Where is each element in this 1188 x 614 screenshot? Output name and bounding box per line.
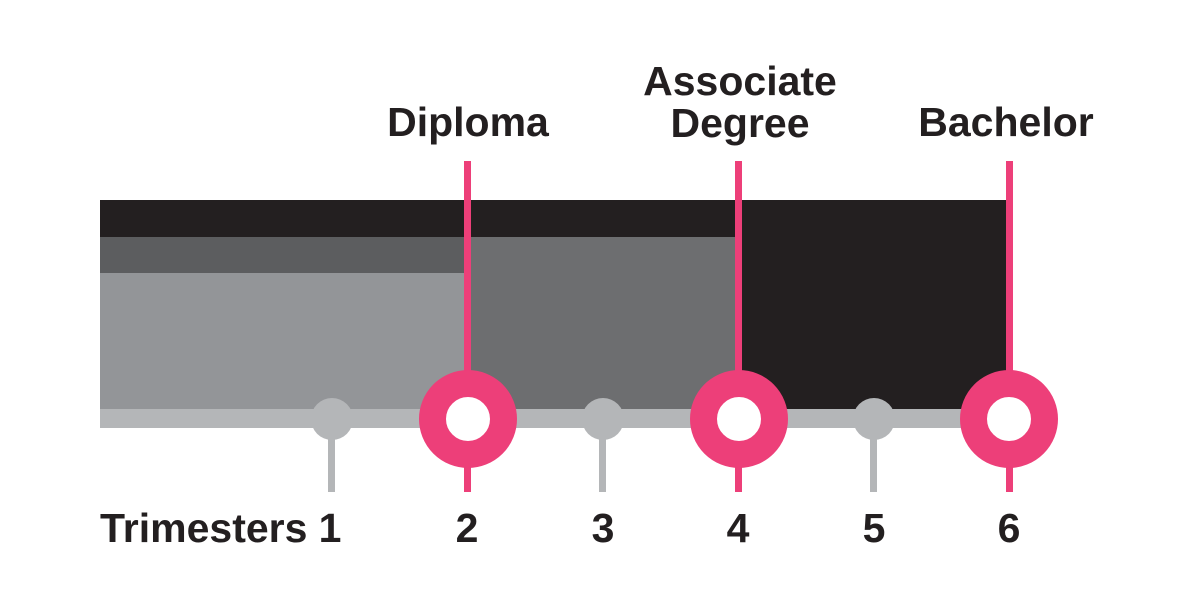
milestone-label-associate-line2: Degree (670, 100, 810, 146)
milestone-line-bachelor (1006, 161, 1013, 492)
marker-stem-trimester-5 (870, 419, 877, 492)
tick-label-5: 5 (862, 505, 886, 551)
minor-marker-trimester-5 (853, 398, 895, 440)
marker-stem-trimester-1 (328, 419, 335, 492)
duration-bar-dark-strip (100, 237, 468, 273)
milestone-line-associate (735, 161, 742, 492)
marker-stem-trimester-3 (599, 419, 606, 492)
milestone-marker-bachelor-icon (960, 370, 1058, 468)
milestone-label-bachelor: Bachelor (918, 99, 1094, 145)
minor-marker-trimester-3 (582, 398, 624, 440)
milestone-marker-associate-icon (690, 370, 788, 468)
milestone-line-diploma (464, 161, 471, 492)
duration-bar-diploma (100, 273, 468, 409)
tick-label-3: 3 (591, 505, 615, 551)
minor-marker-trimester-1 (311, 398, 353, 440)
tick-label-2: 2 (455, 505, 479, 551)
tick-label-6: 6 (997, 505, 1021, 551)
milestone-label-associate-line1: Associate (643, 58, 837, 104)
milestone-label-diploma: Diploma (387, 99, 549, 145)
milestone-marker-diploma-icon (419, 370, 517, 468)
milestone-label-associate-degree: Associate Degree (643, 60, 837, 144)
tick-label-4: 4 (726, 505, 750, 551)
axis-title-trimesters: Trimesters (100, 505, 308, 551)
tick-label-1: 1 (318, 505, 342, 551)
